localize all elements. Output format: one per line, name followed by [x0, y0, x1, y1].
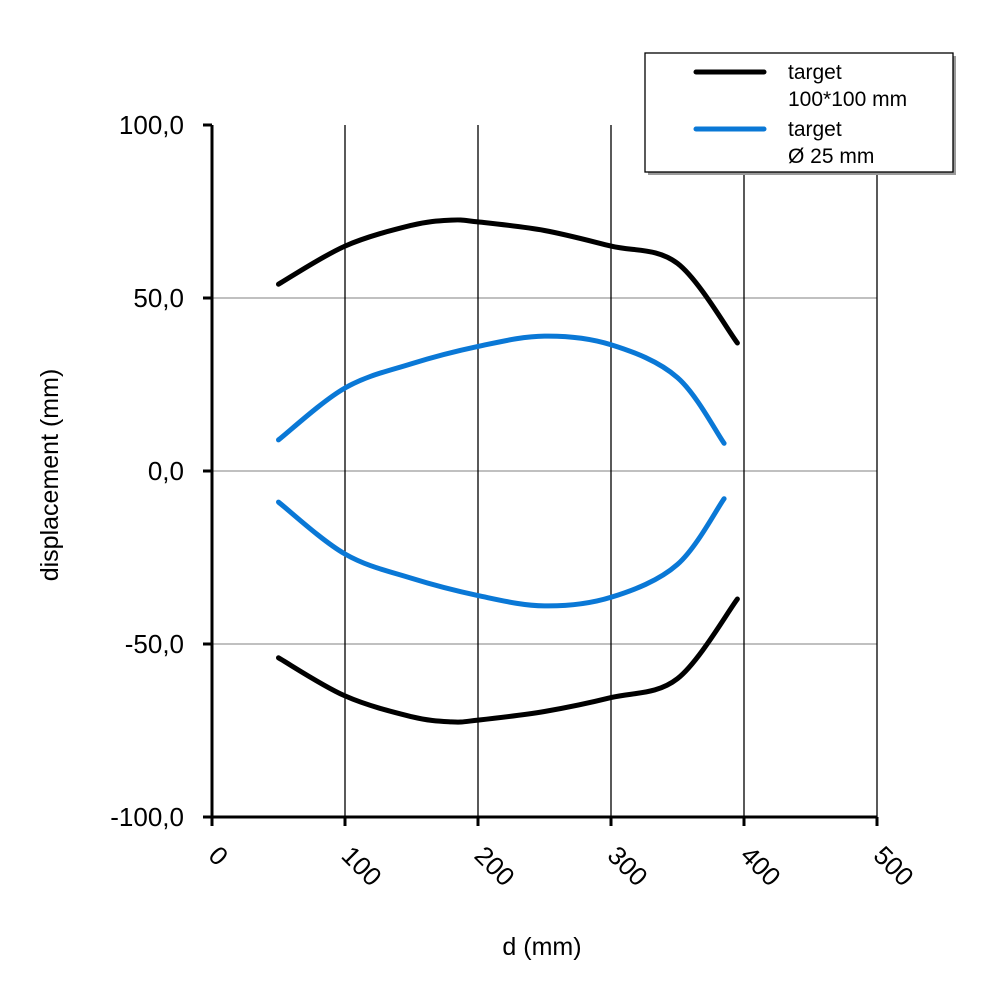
y-axis-title: displacement (mm) [36, 369, 64, 582]
series-line-target_25-lower [276, 496, 727, 609]
x-tick-label: 100 [336, 840, 388, 892]
series-line-target_100x100-lower [276, 596, 740, 725]
x-tick-label: 300 [602, 840, 654, 892]
legend-label: 100*100 mm [788, 88, 907, 111]
y-tick-label: 50,0 [133, 283, 184, 313]
y-tick-label: 100,0 [119, 110, 184, 140]
y-tick-label: 0,0 [148, 456, 184, 486]
x-tick-label: 400 [735, 840, 787, 892]
axes [203, 123, 879, 826]
legend-label: target [788, 61, 842, 84]
y-tick-label: -50,0 [125, 629, 184, 659]
x-tick-label: 0 [203, 840, 234, 871]
legend-label: Ø 25 mm [788, 145, 874, 168]
series-layer [276, 217, 740, 725]
series-line-target_100x100-upper [276, 217, 740, 346]
legend-label: target [788, 118, 842, 141]
grid [212, 125, 878, 817]
x-axis-title: d (mm) [502, 933, 581, 961]
series-line-target_25-upper [276, 333, 727, 446]
x-tick-label: 200 [469, 840, 521, 892]
y-tick-label: -100,0 [110, 802, 184, 832]
x-tick-label: 500 [868, 840, 920, 892]
legend: target 100*100 mm target Ø 25 mm [644, 52, 956, 175]
